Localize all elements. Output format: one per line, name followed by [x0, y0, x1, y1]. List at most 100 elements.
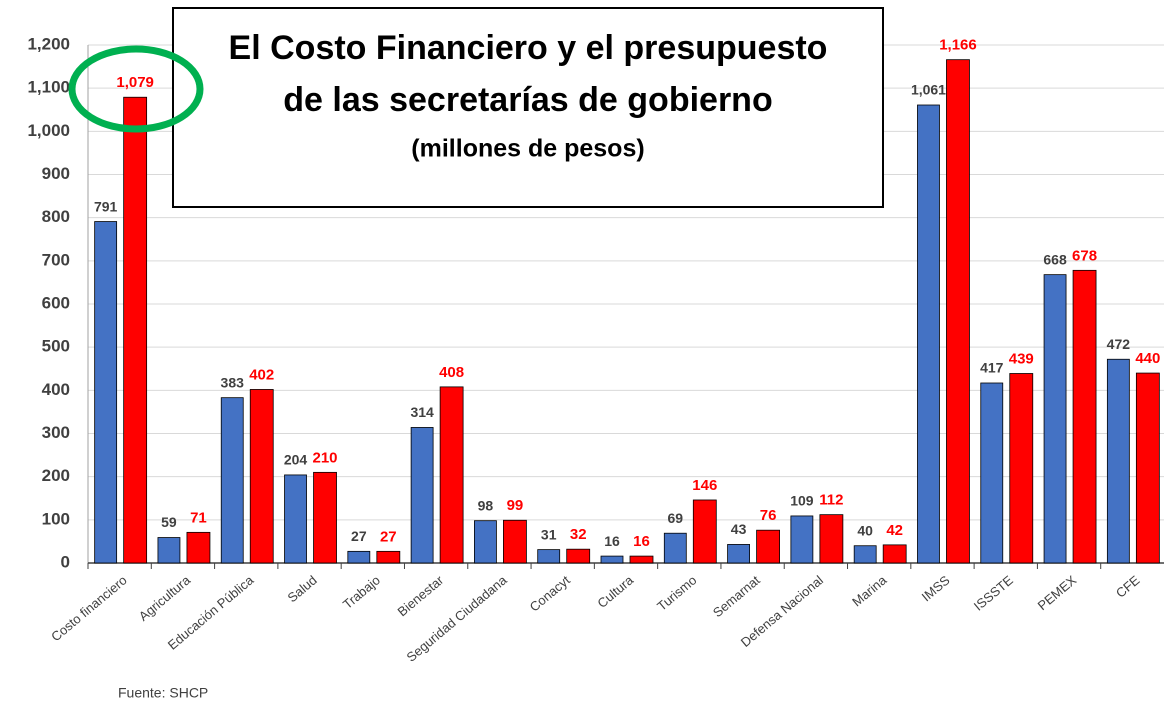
- x-tick-label: Turismo: [654, 572, 699, 613]
- y-tick-label: 1,000: [27, 121, 70, 140]
- bar: [347, 550, 371, 564]
- bar: [692, 499, 717, 564]
- value-label: 417: [980, 360, 1004, 376]
- value-label: 27: [380, 528, 397, 545]
- chart-title: El Costo Financiero y el presupuesto: [229, 29, 828, 67]
- bar: [629, 555, 654, 564]
- value-label: 668: [1043, 251, 1067, 267]
- bar: [249, 389, 274, 564]
- y-tick-label: 100: [42, 509, 70, 528]
- bar: [94, 221, 118, 564]
- x-tick-label: ISSSTE: [971, 572, 1016, 613]
- x-tick-label: Salud: [285, 572, 320, 605]
- value-label: 31: [541, 526, 557, 542]
- bar: [819, 514, 844, 564]
- bar: [1072, 269, 1097, 564]
- y-tick-label: 900: [42, 164, 70, 183]
- value-label: 99: [507, 497, 524, 514]
- x-tick-label: Agricultura: [136, 572, 194, 624]
- title-box: [172, 7, 884, 208]
- x-tick-label: CFE: [1113, 572, 1143, 600]
- source-note: Fuente: SHCP: [118, 685, 208, 701]
- value-label: 440: [1135, 350, 1160, 367]
- value-label: 109: [790, 493, 814, 509]
- x-tick-label: Trabajo: [340, 572, 383, 612]
- bar: [882, 544, 907, 564]
- bar: [980, 382, 1004, 564]
- bar: [1106, 358, 1130, 564]
- value-label: 402: [249, 366, 274, 383]
- bar: [600, 555, 624, 564]
- value-label: 408: [439, 364, 464, 381]
- value-label: 59: [161, 514, 177, 530]
- value-label: 146: [692, 477, 717, 494]
- value-label: 791: [94, 198, 118, 214]
- bar: [727, 544, 750, 564]
- value-label: 678: [1072, 247, 1097, 264]
- value-label: 1,079: [116, 74, 154, 91]
- bar: [474, 520, 497, 564]
- highlight-ellipse: [68, 45, 204, 133]
- bar: [313, 471, 337, 564]
- x-tick-label: Bienestar: [395, 572, 447, 619]
- bar: [186, 531, 211, 564]
- value-label: 40: [857, 522, 873, 538]
- chart-subtitle: (millones de pesos): [411, 135, 644, 163]
- value-label: 16: [604, 533, 620, 549]
- value-label: 204: [284, 452, 308, 468]
- value-label: 71: [190, 509, 207, 526]
- bar: [946, 59, 970, 564]
- value-label: 16: [633, 533, 650, 550]
- bar: [566, 548, 591, 564]
- bar: [439, 386, 464, 564]
- value-label: 472: [1107, 336, 1131, 352]
- x-tick-label: Cultura: [594, 572, 636, 611]
- value-label: 76: [760, 507, 777, 524]
- bar: [220, 397, 244, 564]
- bar: [1135, 372, 1160, 564]
- bar: [756, 529, 780, 564]
- x-tick-label: Conacyt: [527, 572, 573, 614]
- x-tick-label: Costo financiero: [48, 572, 130, 644]
- y-tick-label: 0: [61, 552, 70, 571]
- y-tick-label: 300: [42, 423, 70, 442]
- y-tick-label: 800: [42, 207, 70, 226]
- bar: [853, 545, 877, 564]
- bar: [917, 104, 940, 564]
- bar: [123, 96, 148, 564]
- value-label: 1,166: [939, 37, 977, 54]
- bar: [1009, 373, 1034, 564]
- bar: [537, 549, 561, 564]
- x-tick-label: IMSS: [919, 572, 953, 604]
- bar: [376, 550, 401, 564]
- bar: [157, 537, 181, 564]
- bar: [284, 474, 307, 564]
- value-label: 314: [410, 404, 434, 420]
- y-tick-label: 200: [42, 466, 70, 485]
- value-label: 112: [819, 492, 843, 509]
- value-label: 439: [1009, 350, 1034, 367]
- value-label: 210: [313, 449, 338, 466]
- y-tick-label: 1,200: [27, 34, 70, 53]
- x-tick-label: Semarnat: [710, 572, 763, 620]
- bar: [410, 427, 434, 564]
- x-tick-label: PEMEX: [1035, 572, 1080, 613]
- y-tick-label: 1,100: [27, 78, 70, 97]
- bar: [503, 519, 527, 564]
- value-label: 42: [886, 522, 903, 539]
- y-tick-label: 400: [42, 380, 70, 399]
- bar: [663, 532, 687, 564]
- value-label: 98: [478, 497, 494, 513]
- bar: [790, 515, 814, 564]
- value-label: 69: [668, 510, 684, 526]
- bar: [1043, 274, 1067, 564]
- chart-title: de las secretarías de gobierno: [283, 81, 772, 119]
- y-tick-label: 500: [42, 337, 70, 356]
- value-label: 32: [570, 526, 587, 543]
- value-label: 27: [351, 528, 367, 544]
- x-tick-label: Marina: [849, 572, 890, 610]
- value-label: 1,061: [911, 82, 946, 98]
- y-tick-label: 600: [42, 293, 70, 312]
- value-label: 43: [731, 521, 747, 537]
